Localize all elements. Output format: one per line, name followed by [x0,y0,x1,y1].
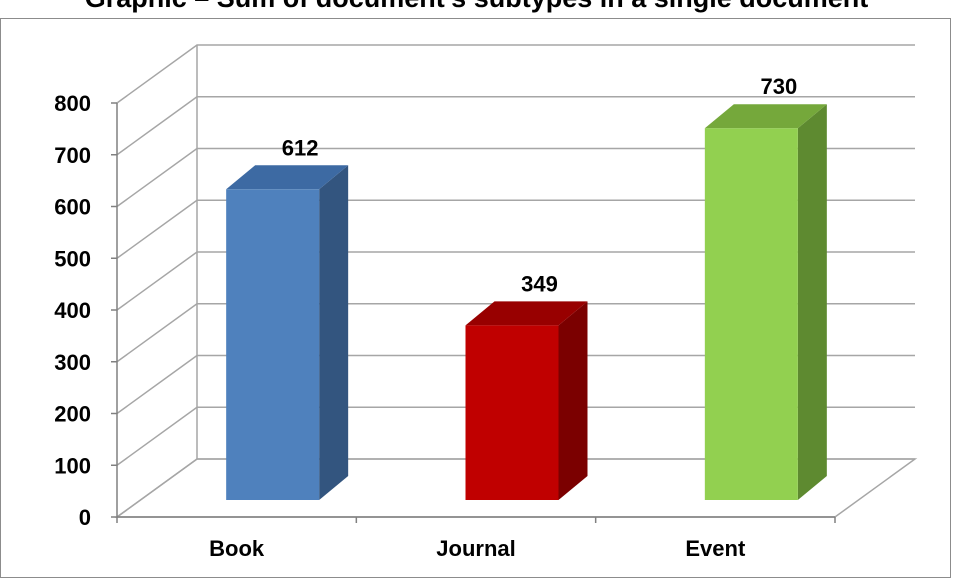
data-label: 730 [760,74,797,99]
y-tick-label: 100 [54,453,91,478]
x-category-label: Book [209,536,265,561]
bar-front [226,189,320,501]
x-category-label: Event [685,536,746,561]
bar-side [797,104,827,500]
y-tick-label: 700 [54,143,91,168]
data-label: 349 [521,271,558,296]
bar-event [704,104,827,500]
y-tick-label: 200 [54,402,91,427]
y-tick-label: 0 [79,505,91,530]
bar-top [704,104,827,129]
bar-side [558,301,588,500]
bar-book [226,165,349,501]
data-labels: 612 349 730 [282,74,797,296]
bars [226,104,827,501]
bar-front [465,325,559,500]
y-tick-label: 500 [54,246,91,271]
bar-front [704,128,798,500]
y-tick-label: 800 [54,91,91,116]
bar-top [465,301,588,326]
y-axis-ticks: 0 100 200 300 400 500 600 700 800 [54,91,117,530]
chart-title: Graphic – Sum of document's subtypes in … [0,0,953,14]
gridline [116,96,915,156]
gridline [116,303,915,363]
x-category-label: Journal [436,536,515,561]
y-tick-label: 400 [54,298,91,323]
y-tick-label: 600 [54,195,91,220]
bar-top [226,165,349,190]
gridlines [116,44,915,518]
data-label: 612 [282,135,319,160]
category-labels: Book Journal Event [209,536,746,561]
gridline [116,199,915,259]
gridline [116,458,915,518]
gridline [116,406,915,466]
bar-journal [465,301,588,500]
gridline [116,251,915,311]
gridline [116,147,915,208]
gridline [116,44,915,104]
bar-side [319,165,349,501]
y-tick-label: 300 [54,350,91,375]
gridline [116,354,915,415]
